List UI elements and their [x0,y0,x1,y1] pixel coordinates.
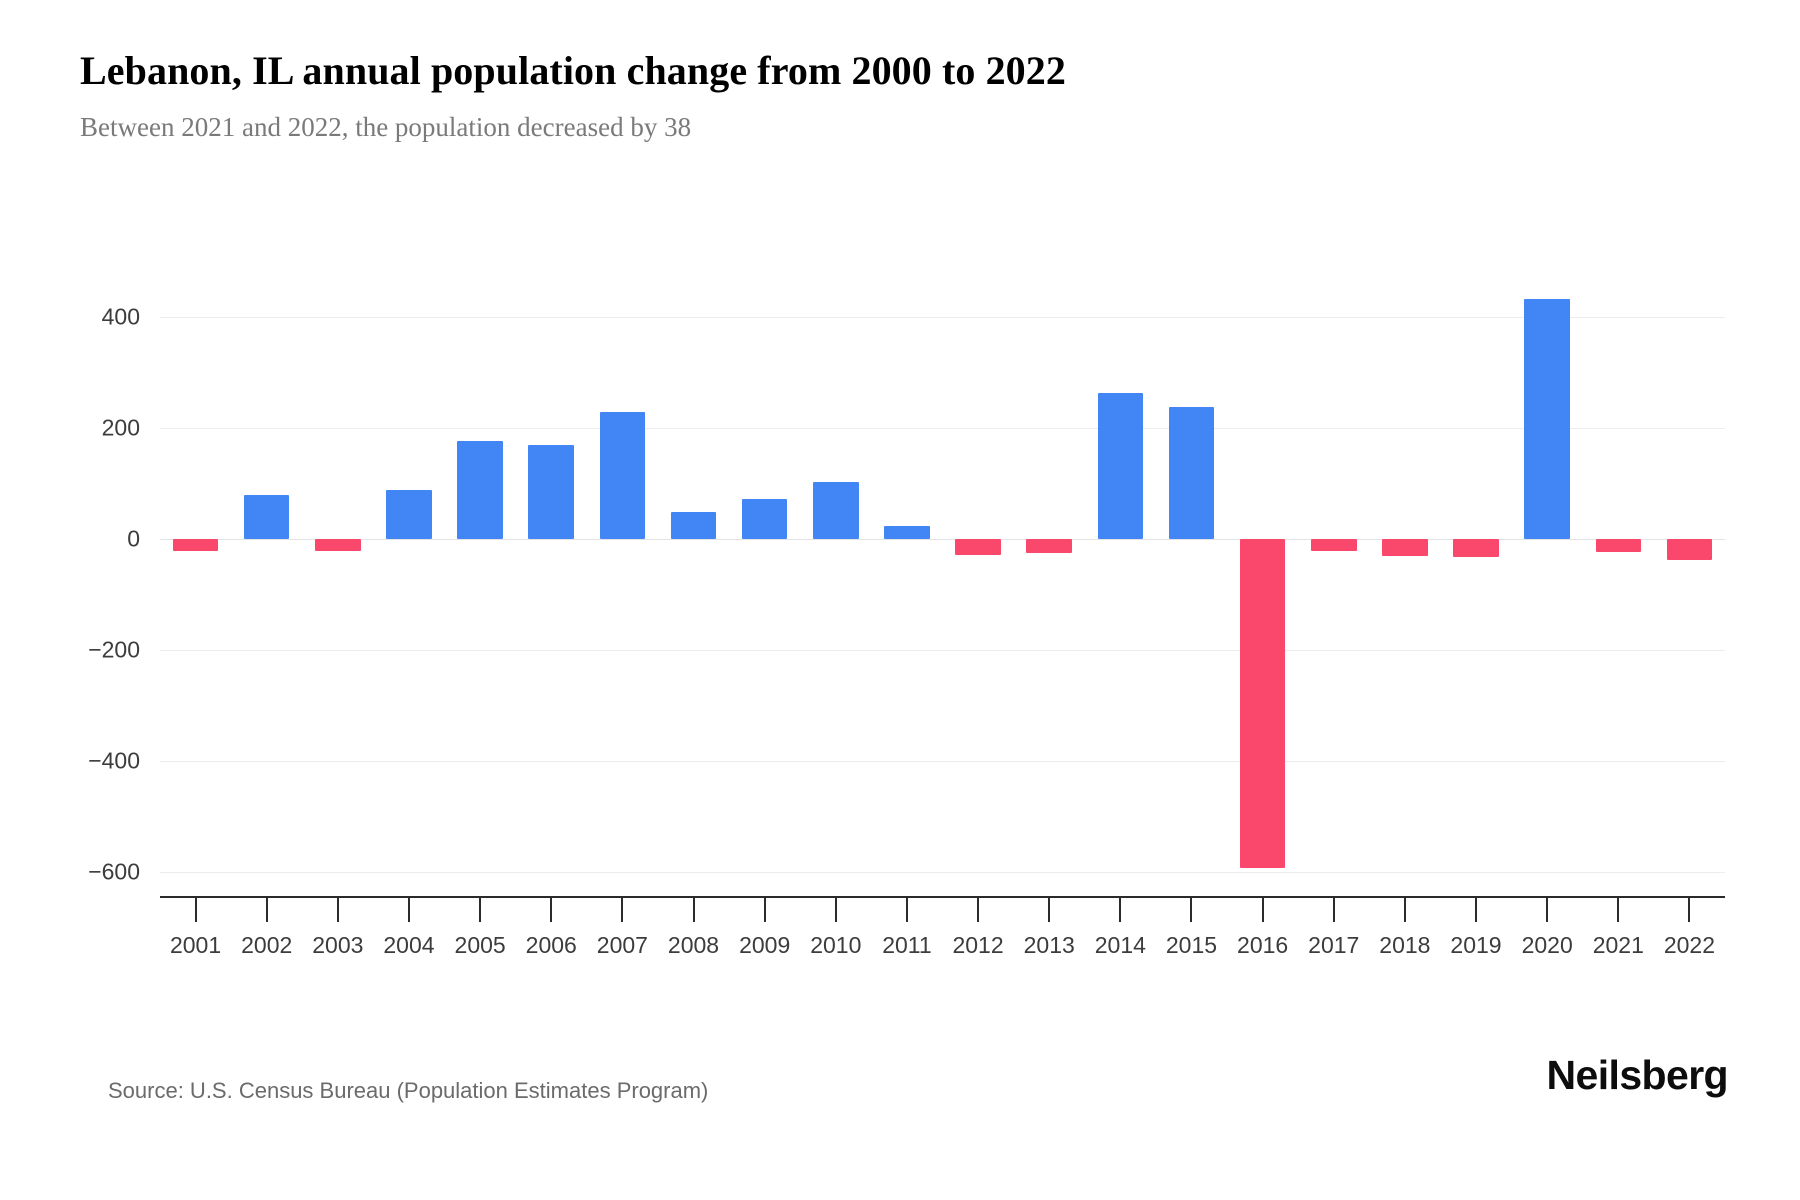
bar-2004[interactable] [386,490,432,539]
bar-2002[interactable] [243,494,290,539]
x-axis-tick-label: 2011 [882,932,932,958]
x-axis-tick [1119,898,1122,922]
x-axis-tick-label: 2008 [667,932,720,958]
x-axis-tick [265,898,268,922]
x-axis-tick-label: 2006 [525,932,577,958]
bar-2003[interactable] [315,539,361,551]
y-axis-tick-label: −200 [88,636,140,663]
gridline-0 [160,539,1725,540]
brand-logo: Neilsberg [1546,1052,1729,1098]
x-axis-tick-label: 2022 [1663,932,1716,958]
gridline--400 [160,761,1725,762]
x-axis-tick [763,898,766,922]
x-axis-tick [479,898,482,922]
chart-header: Lebanon, IL annual population change fro… [80,48,1720,143]
gridline--600 [160,872,1725,873]
x-axis-tick [1190,898,1193,922]
bar-2014[interactable] [1097,393,1144,539]
y-axis-tick-label: −400 [88,747,140,774]
y-axis-tick-label: 400 [101,303,140,330]
x-axis-tick-label: 2012 [952,932,1004,958]
x-axis-tick [621,898,624,922]
gridline-400 [160,317,1725,318]
x-axis-tick-label: 2018 [1379,932,1431,958]
x-axis-tick [1546,898,1549,922]
x-axis-tick [834,898,837,922]
x-axis-tick-label: 2010 [810,932,862,958]
x-axis-tick-label: 2004 [383,932,435,958]
x-axis-tick-label: 2017 [1308,932,1360,958]
x-axis-tick-label: 2019 [1450,932,1502,958]
gridline-200 [160,428,1725,429]
x-axis-tick-label: 2013 [1023,932,1075,958]
x-axis-tick-label: 2009 [739,932,791,958]
bar-2009[interactable] [741,499,788,539]
x-axis-tick-label: 2014 [1094,932,1146,958]
bar-2007[interactable] [599,412,646,539]
x-axis-tick [550,898,553,922]
x-axis-tick [1261,898,1264,922]
x-axis-tick [1403,898,1406,922]
x-axis-tick [1048,898,1051,922]
x-axis-tick [692,898,695,922]
x-axis-tick [1475,898,1478,922]
bar-2022[interactable] [1666,539,1713,561]
x-axis-tick-label: 2001 [169,932,222,958]
bar-2019[interactable] [1453,539,1499,557]
x-axis-tick [1332,898,1335,922]
x-axis-tick-label: 2020 [1521,932,1573,958]
y-axis-tick-label: 200 [101,414,140,441]
bar-2015[interactable] [1168,407,1215,539]
x-axis-tick-label: 2021 [1592,932,1644,958]
y-axis-tick-label: −600 [88,858,140,885]
x-axis-line [160,896,1725,898]
bar-2001[interactable] [172,539,219,552]
bar-2016[interactable] [1239,539,1286,869]
x-axis-tick-label: 2003 [312,932,364,958]
page-title: Lebanon, IL annual population change fro… [80,48,1066,93]
x-axis-tick [977,898,980,922]
bar-2008[interactable] [670,512,717,539]
bar-2012[interactable] [955,539,1001,556]
x-axis-tick [1617,898,1620,922]
x-axis-tick [194,898,197,922]
gridline--200 [160,650,1725,651]
x-axis-tick-label: 2016 [1237,932,1289,958]
bar-2018[interactable] [1382,539,1428,556]
x-axis-tick [905,898,908,922]
chart-subtitle: Between 2021 and 2022, the population de… [80,112,692,142]
bar-2021[interactable] [1595,539,1642,553]
x-axis-tick [407,898,410,922]
x-axis-tick-label: 2002 [241,932,293,958]
bar-2017[interactable] [1310,539,1357,551]
bar-2020[interactable] [1524,299,1570,539]
x-axis-tick-label: 2015 [1165,932,1218,958]
bar-2010[interactable] [813,482,859,539]
bar-2013[interactable] [1026,539,1072,554]
bar-2006[interactable] [528,444,574,539]
x-axis-tick-label: 2007 [596,932,648,958]
bar-2011[interactable] [884,525,930,539]
source-note: Source: U.S. Census Bureau (Population E… [108,1078,709,1103]
x-axis-tick-label: 2005 [454,932,506,958]
bar-2005[interactable] [457,441,503,539]
x-axis-tick [336,898,339,922]
y-axis-tick-label: 0 [127,525,140,552]
x-axis-tick [1688,898,1691,922]
